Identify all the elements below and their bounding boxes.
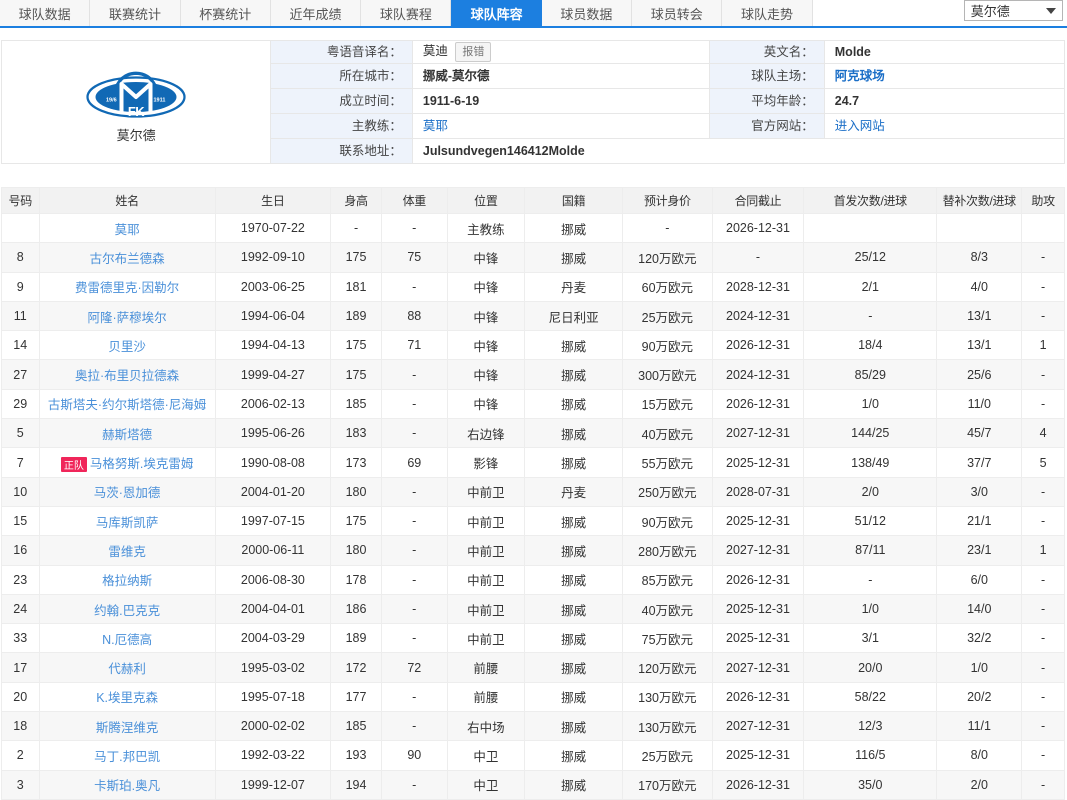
svg-text:19/6: 19/6 xyxy=(106,98,117,104)
svg-text:1911: 1911 xyxy=(154,98,166,104)
svg-text:FK: FK xyxy=(128,104,145,119)
